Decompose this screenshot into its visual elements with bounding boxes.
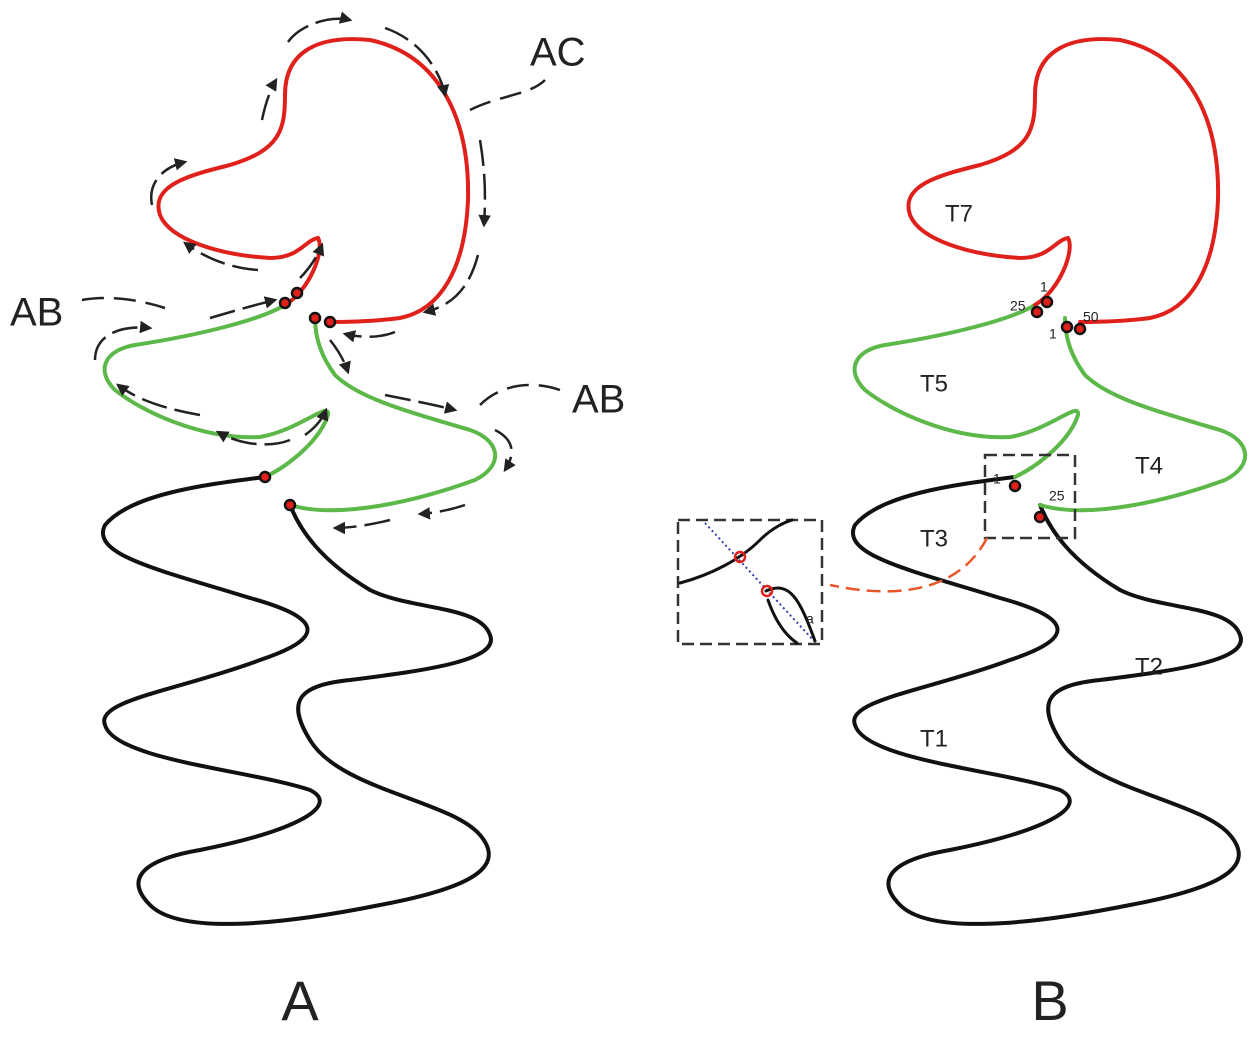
point [1075, 324, 1085, 334]
arrow [335, 520, 390, 528]
arrow [330, 340, 348, 372]
point [292, 288, 302, 298]
point [1010, 481, 1020, 491]
region-label: T7 [945, 200, 973, 227]
annotation: AC [530, 31, 586, 75]
point [1042, 297, 1052, 307]
page: body { margin: 0; background: #fff; font… [0, 0, 1251, 1041]
arrow [495, 430, 512, 470]
arrow [262, 80, 276, 120]
point [285, 500, 295, 510]
arrow [345, 332, 395, 337]
panel-label: B [1031, 969, 1068, 1032]
connector [830, 538, 987, 591]
point [325, 317, 335, 327]
arrow [151, 162, 185, 205]
inset-label: a [806, 611, 814, 627]
outline-a [103, 39, 495, 924]
annotation: AB [10, 291, 63, 335]
region-label: T5 [920, 370, 948, 397]
inset-box [678, 520, 822, 644]
point [310, 313, 320, 323]
annotation: AB [572, 378, 625, 422]
diagram: AC AB AB A 25 1 1 50 1 25 T7 T5 T4 T3 T2… [0, 0, 1251, 1041]
point [1062, 322, 1072, 332]
point-label: 1 [1049, 326, 1057, 342]
region-label: T1 [920, 725, 948, 752]
point [1035, 512, 1045, 522]
leader [480, 385, 560, 405]
region-label: T3 [920, 525, 948, 552]
arrow [480, 140, 485, 225]
outline-b [853, 39, 1245, 924]
point [1032, 307, 1042, 317]
leader [82, 298, 165, 308]
body: {"panels": [ {"label": "A", "annotations… [0, 0, 1251, 1041]
arrow [420, 505, 465, 514]
point [260, 472, 270, 482]
region-label: T2 [1135, 653, 1163, 680]
panel-label: A [281, 969, 319, 1032]
point-label: 25 [1049, 488, 1065, 504]
point-label: 1 [993, 471, 1001, 487]
point-label: 50 [1083, 309, 1099, 325]
point-label: 1 [1040, 279, 1048, 295]
point-label: 25 [1010, 298, 1026, 314]
region-label: T4 [1135, 452, 1163, 479]
point [280, 298, 290, 308]
leader [470, 80, 545, 110]
